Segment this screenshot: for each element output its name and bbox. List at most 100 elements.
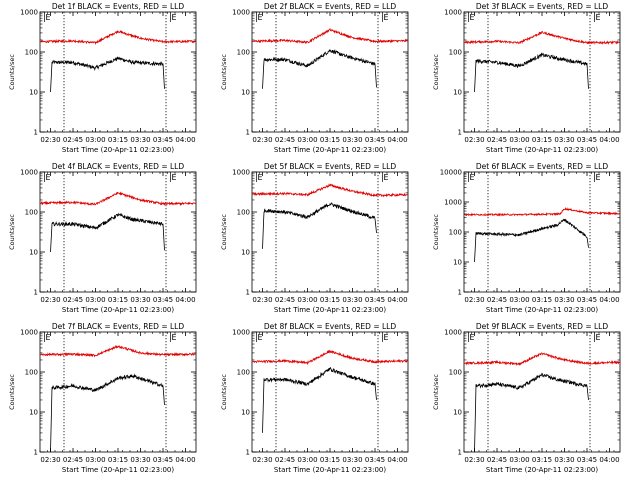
x-tick-label: 03:15	[320, 296, 340, 304]
x-tick-label: 03:30	[130, 136, 150, 144]
chart-title: Det 7f BLACK = Events, RED = LLD	[52, 322, 185, 331]
y-tick-label: 10	[241, 249, 250, 257]
x-tick-label: 03:15	[320, 136, 340, 144]
event-marker-label: E	[258, 173, 263, 182]
x-tick-label: 03:00	[297, 456, 317, 464]
x-tick-label: 02:30	[252, 456, 272, 464]
x-tick-label: 02:30	[464, 136, 484, 144]
x-tick-label: 03:15	[108, 296, 128, 304]
x-tick-label: 03:30	[554, 456, 574, 464]
y-axis-label: Counts/sec	[432, 214, 440, 250]
y-tick-label: 1000	[232, 9, 250, 17]
chart-panel: Det 1f BLACK = Events, RED = LLD Counts/s…	[8, 2, 197, 154]
y-tick-label: 1	[34, 289, 38, 297]
chart-title: Det 5f BLACK = Events, RED = LLD	[264, 162, 397, 171]
event-marker-label: E	[172, 13, 177, 22]
x-tick-label: 03:00	[85, 456, 105, 464]
x-tick-label: 03:00	[509, 456, 529, 464]
chart-panel: Det 7f BLACK = Events, RED = LLD Counts/s…	[8, 322, 197, 474]
x-axis-label: Start Time (20-Apr-11 02:23:00)	[62, 146, 174, 154]
x-tick-label: 03:45	[153, 456, 173, 464]
y-tick-label: 1000	[444, 329, 462, 337]
y-axis-label: Counts/sec	[432, 374, 440, 410]
x-tick-label: 02:45	[63, 456, 83, 464]
y-tick-label: 100	[25, 49, 38, 57]
event-marker-label: E	[384, 333, 389, 342]
y-tick-label: 1	[458, 449, 462, 457]
x-axis-label: Start Time (20-Apr-11 02:23:00)	[486, 466, 598, 474]
x-tick-label: 02:30	[40, 456, 60, 464]
lld-series-line	[252, 183, 408, 198]
x-tick-label: 03:15	[108, 456, 128, 464]
x-tick-label: 02:30	[464, 296, 484, 304]
x-tick-label: 03:00	[297, 296, 317, 304]
x-tick-label: 02:45	[275, 136, 295, 144]
x-tick-label: 04:00	[387, 136, 407, 144]
x-axis-label: Start Time (20-Apr-11 02:23:00)	[274, 466, 386, 474]
chart-panel: Det 6f BLACK = Events, RED = LLD Counts/s…	[432, 162, 621, 314]
x-tick-label: 03:30	[342, 296, 362, 304]
x-axis-label: Start Time (20-Apr-11 02:23:00)	[486, 146, 598, 154]
chart-panel: Det 8f BLACK = Events, RED = LLD Counts/s…	[220, 322, 409, 474]
y-tick-label: 10	[241, 89, 250, 97]
chart-panel: Det 5f BLACK = Events, RED = LLD Counts/s…	[220, 162, 409, 314]
y-axis-label: Counts/sec	[8, 214, 16, 250]
y-tick-label: 100	[237, 209, 250, 217]
y-axis-label: Counts/sec	[8, 374, 16, 410]
chart-title: Det 4f BLACK = Events, RED = LLD	[52, 162, 185, 171]
chart-panel: Det 3f BLACK = Events, RED = LLD Counts/s…	[432, 2, 621, 154]
y-tick-label: 1000	[232, 329, 250, 337]
x-tick-label: 03:45	[365, 296, 385, 304]
x-tick-label: 04:00	[387, 296, 407, 304]
events-series-line	[50, 56, 165, 93]
chart-title: Det 3f BLACK = Events, RED = LLD	[476, 2, 609, 11]
event-marker-label: E	[596, 173, 601, 182]
event-marker-label: E	[172, 173, 177, 182]
y-tick-label: 100	[25, 369, 38, 377]
x-axis-label: Start Time (20-Apr-11 02:23:00)	[274, 306, 386, 314]
y-axis-label: Counts/sec	[220, 374, 228, 410]
plot-frame	[251, 331, 409, 453]
x-tick-label: 03:30	[554, 136, 574, 144]
events-series-line	[474, 372, 589, 453]
x-tick-label: 03:45	[153, 136, 173, 144]
x-tick-label: 03:30	[342, 136, 362, 144]
x-tick-label: 02:45	[63, 136, 83, 144]
plot-frame	[251, 171, 409, 293]
y-tick-label: 100	[237, 369, 250, 377]
y-tick-label: 1000	[232, 169, 250, 177]
x-tick-label: 04:00	[599, 136, 619, 144]
event-marker-label: E	[596, 13, 601, 22]
x-tick-label: 02:45	[275, 296, 295, 304]
events-series-line	[262, 366, 377, 433]
y-axis-label: Counts/sec	[432, 54, 440, 90]
x-tick-label: 03:15	[532, 456, 552, 464]
event-marker-label: E	[384, 13, 389, 22]
x-tick-label: 02:45	[275, 456, 295, 464]
x-axis-label: Start Time (20-Apr-11 02:23:00)	[62, 306, 174, 314]
lld-series-line	[463, 30, 620, 45]
y-axis-label: Counts/sec	[8, 54, 16, 90]
x-tick-label: 02:30	[40, 136, 60, 144]
x-tick-label: 03:30	[130, 456, 150, 464]
y-tick-label: 10	[453, 259, 462, 267]
y-tick-label: 1	[458, 129, 462, 137]
y-tick-label: 1	[246, 289, 250, 297]
events-series-line	[474, 218, 589, 263]
y-tick-label: 100	[25, 209, 38, 217]
x-tick-label: 03:15	[108, 136, 128, 144]
y-tick-label: 1	[246, 449, 250, 457]
x-tick-label: 03:00	[85, 296, 105, 304]
x-tick-label: 04:00	[175, 296, 195, 304]
x-tick-label: 04:00	[175, 456, 195, 464]
x-tick-label: 03:15	[532, 136, 552, 144]
plot-frame	[39, 171, 197, 293]
y-tick-label: 1000	[20, 169, 38, 177]
y-tick-label: 10	[241, 409, 250, 417]
x-tick-label: 03:00	[509, 296, 529, 304]
lld-series-line	[39, 29, 197, 46]
lld-series-line	[39, 191, 197, 207]
y-tick-label: 10	[29, 249, 38, 257]
x-tick-label: 03:15	[320, 456, 340, 464]
